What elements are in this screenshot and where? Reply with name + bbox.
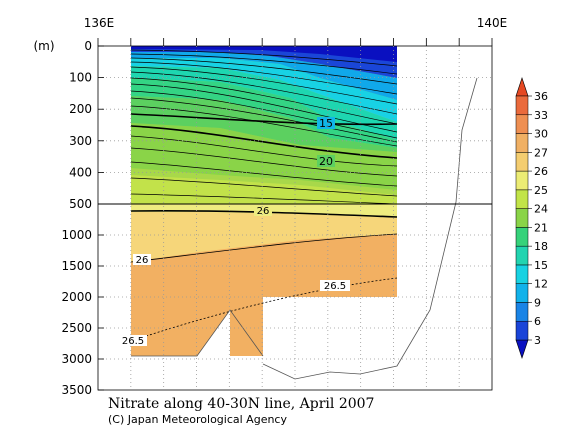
colorbar-bottom-arrow bbox=[515, 339, 529, 359]
colorbar-tick-label: 24 bbox=[534, 203, 548, 216]
colorbar-segment bbox=[515, 189, 529, 209]
y-tick-label: 100 bbox=[69, 71, 92, 85]
x-tick-label-136e: 136E bbox=[84, 16, 115, 30]
colorbar-top-arrow bbox=[515, 77, 529, 97]
colorbar-segment bbox=[515, 95, 529, 116]
y-tick-label: 2000 bbox=[61, 290, 92, 304]
y-tick-label: 1000 bbox=[61, 228, 92, 242]
colorbar-segment bbox=[515, 227, 529, 247]
upper-layer-fill bbox=[131, 46, 397, 204]
colorbar-tick-label: 33 bbox=[534, 109, 548, 122]
colorbar-tick-label: 30 bbox=[534, 128, 548, 141]
colorbar-tick-label: 18 bbox=[534, 240, 548, 253]
chart-title: Nitrate along 40-30N line, April 2007 bbox=[108, 396, 374, 412]
contour-label-20: 20 bbox=[319, 155, 333, 168]
y-tick-label: 300 bbox=[69, 134, 92, 148]
x-tick-label-140e: 140E bbox=[477, 16, 508, 30]
y-tick-label: 1500 bbox=[61, 259, 92, 273]
y-tick-label: 200 bbox=[69, 102, 92, 116]
y-axis-ticks: 0 100 200 300 400 500 1000 1500 2000 2500 3000 3500 bbox=[61, 39, 104, 397]
colorbar-tick-label: 9 bbox=[534, 296, 541, 309]
y-axis-label: (m) bbox=[33, 39, 54, 53]
colorbar-segment bbox=[515, 208, 529, 228]
colorbar-tick-label: 6 bbox=[534, 315, 541, 328]
contour-label-15: 15 bbox=[319, 117, 333, 130]
colorbar-segment bbox=[515, 320, 529, 341]
y-tick-label: 3000 bbox=[61, 352, 92, 366]
colorbar-tick-label: 27 bbox=[534, 146, 548, 159]
contour-label-bg bbox=[317, 117, 335, 129]
colorbar-tick-label: 15 bbox=[534, 259, 548, 272]
contour-label-bg bbox=[119, 335, 147, 346]
colorbar-tick-label: 36 bbox=[534, 90, 548, 103]
y-tick-label: 3500 bbox=[61, 383, 92, 397]
colorbar-segment bbox=[515, 264, 529, 284]
colorbar-tick-label: 26 bbox=[534, 165, 548, 178]
colorbar-tick-label: 12 bbox=[534, 278, 548, 291]
credit-text: (C) Japan Meteorological Agency bbox=[108, 413, 287, 426]
contour-label-26-5-b: 26.5 bbox=[122, 336, 144, 347]
contour-label-bg bbox=[254, 205, 272, 216]
terrain-line-east bbox=[262, 77, 478, 380]
colorbar-segment bbox=[515, 170, 529, 191]
colorbar-segment bbox=[515, 114, 529, 134]
colorbar-tick-label: 25 bbox=[534, 184, 548, 197]
contour-label-bg bbox=[320, 280, 350, 291]
contour-label-26-b: 26 bbox=[136, 255, 149, 266]
contour-label-bg bbox=[317, 155, 335, 167]
contour-label-bg bbox=[133, 254, 151, 265]
contour-labels: 15 20 26 26 26.5 26.5 bbox=[119, 117, 350, 347]
upper-contours bbox=[131, 49, 397, 204]
colorbar-tick-label: 3 bbox=[534, 334, 541, 347]
colorbar-segment bbox=[515, 152, 529, 172]
y-tick-label: 2500 bbox=[61, 321, 92, 335]
y-tick-label: 0 bbox=[84, 39, 92, 53]
contour-label-26-5-a: 26.5 bbox=[324, 281, 346, 292]
y-tick-label: 500 bbox=[69, 197, 92, 211]
vertical-gridlines bbox=[130, 46, 460, 390]
terrain-line-west bbox=[131, 309, 264, 357]
colorbar-tick-label: 21 bbox=[534, 221, 548, 234]
y-tick-label: 400 bbox=[69, 165, 92, 179]
colorbar-segment bbox=[515, 133, 529, 153]
x-tick-marks bbox=[97, 38, 493, 46]
contour-label-26-a: 26 bbox=[257, 206, 270, 217]
lower-layer-fill bbox=[131, 204, 397, 356]
colorbar-segment bbox=[515, 283, 529, 303]
colorbar-segment bbox=[515, 302, 529, 322]
colorbar-segment bbox=[515, 245, 529, 266]
